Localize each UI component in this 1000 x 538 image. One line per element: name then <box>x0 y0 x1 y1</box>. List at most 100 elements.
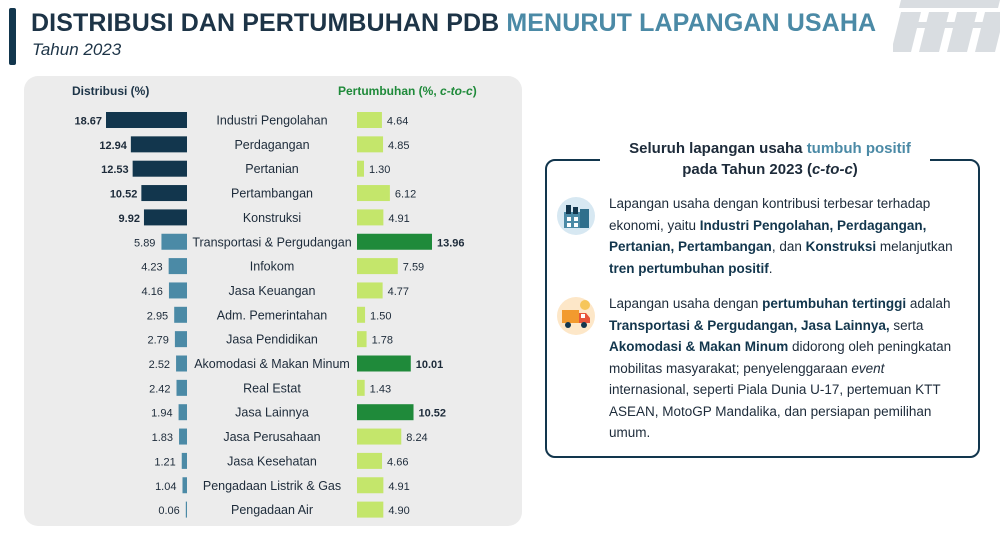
bar-growth-pengadaan-air <box>357 501 384 518</box>
label-distribution-pertambangan: 10.52 <box>110 189 138 201</box>
category-label-pertambangan: Pertambangan <box>231 187 313 201</box>
bar-growth-perdagangan <box>357 136 384 153</box>
legend-growth: Pertumbuhan (%, c-to-c) <box>338 84 477 98</box>
label-distribution-infokom: 4.23 <box>141 262 162 274</box>
label-distribution-transportasi-pergudangan: 5.89 <box>134 237 155 249</box>
category-label-akomodasi-makan-minum: Akomodasi & Makan Minum <box>194 357 350 371</box>
bar-distribution-infokom <box>168 258 187 275</box>
bar-distribution-jasa-keuangan <box>168 282 187 299</box>
label-distribution-jasa-keuangan: 4.16 <box>142 286 163 298</box>
bar-distribution-perdagangan <box>130 136 187 153</box>
bar-distribution-jasa-lainnya <box>178 404 187 421</box>
bar-distribution-adm-pemerintahan <box>174 306 187 323</box>
label-growth-jasa-lainnya: 10.52 <box>419 408 447 420</box>
info-paragraph-1: Lapangan usaha dengan kontribusi terbesa… <box>609 196 953 276</box>
bar-distribution-pengadaan-air <box>185 501 187 518</box>
bar-growth-industri-pengolahan <box>357 112 382 128</box>
label-distribution-industri-pengolahan: 18.67 <box>74 116 102 128</box>
label-distribution-pengadaan-air: 0.06 <box>158 505 179 517</box>
category-label-pengadaan-air: Pengadaan Air <box>231 503 313 517</box>
bar-distribution-akomodasi-makan-minum <box>176 355 187 372</box>
category-label-pertanian: Pertanian <box>245 162 299 176</box>
info-heading-background <box>600 140 930 180</box>
label-distribution-jasa-pendidikan: 2.79 <box>147 335 168 347</box>
label-growth-jasa-keuangan: 4.77 <box>388 286 409 298</box>
bar-growth-jasa-lainnya <box>357 404 414 421</box>
label-growth-infokom: 7.59 <box>403 262 424 274</box>
bar-distribution-real-estat <box>176 379 187 396</box>
label-distribution-jasa-lainnya: 1.94 <box>151 408 172 420</box>
bar-growth-adm-pemerintahan <box>357 306 366 323</box>
category-label-konstruksi: Konstruksi <box>243 211 301 225</box>
bar-growth-jasa-keuangan <box>357 282 383 299</box>
bar-distribution-jasa-perusahaan <box>179 428 187 445</box>
bar-distribution-pertambangan <box>141 185 187 202</box>
label-distribution-perdagangan: 12.94 <box>99 140 127 152</box>
category-label-perdagangan: Perdagangan <box>234 138 309 152</box>
label-growth-jasa-pendidikan: 1.78 <box>372 335 393 347</box>
category-label-pengadaan-listrik-gas: Pengadaan Listrik & Gas <box>203 479 341 493</box>
label-growth-pertanian: 1.30 <box>369 164 390 176</box>
label-distribution-jasa-kesehatan: 1.21 <box>154 456 175 468</box>
bar-distribution-pertanian <box>132 160 187 177</box>
category-label-transportasi-pergudangan: Transportasi & Pergudangan <box>192 235 351 249</box>
page-subtitle: Tahun 2023 <box>32 40 122 59</box>
bar-growth-jasa-perusahaan <box>357 428 402 445</box>
category-label-jasa-kesehatan: Jasa Kesehatan <box>227 454 317 468</box>
label-growth-adm-pemerintahan: 1.50 <box>370 310 391 322</box>
bar-growth-infokom <box>357 258 398 275</box>
label-growth-pengadaan-air: 4.90 <box>388 505 409 517</box>
label-distribution-adm-pemerintahan: 2.95 <box>147 310 168 322</box>
category-label-jasa-keuangan: Jasa Keuangan <box>229 284 316 298</box>
info-paragraph-2: Lapangan usaha dengan pertumbuhan tertin… <box>609 296 952 440</box>
info-heading-line1: Seluruh lapangan usaha tumbuh positif <box>629 140 911 157</box>
label-distribution-jasa-perusahaan: 1.83 <box>152 432 173 444</box>
label-growth-akomodasi-makan-minum: 10.01 <box>416 359 444 371</box>
bar-distribution-transportasi-pergudangan <box>161 233 187 250</box>
label-growth-jasa-perusahaan: 8.24 <box>406 432 427 444</box>
label-distribution-akomodasi-makan-minum: 2.52 <box>149 359 170 371</box>
bar-growth-real-estat <box>357 379 365 396</box>
label-growth-real-estat: 1.43 <box>370 383 391 395</box>
category-label-real-estat: Real Estat <box>243 381 301 395</box>
label-growth-konstruksi: 4.91 <box>388 213 409 225</box>
bar-growth-konstruksi <box>357 209 384 226</box>
label-distribution-pengadaan-listrik-gas: 1.04 <box>155 481 176 493</box>
label-growth-perdagangan: 4.85 <box>388 140 409 152</box>
page-title: DISTRIBUSI DAN PERTUMBUHAN PDB MENURUT L… <box>31 9 876 38</box>
label-growth-pertambangan: 6.12 <box>395 189 416 201</box>
label-growth-jasa-kesehatan: 4.66 <box>387 456 408 468</box>
page-title-accent: MENURUT LAPANGAN USAHA <box>506 9 877 37</box>
legend-distribution: Distribusi (%) <box>72 84 150 98</box>
bar-growth-jasa-kesehatan <box>357 452 383 469</box>
label-growth-industri-pengolahan: 4.64 <box>387 116 408 128</box>
info-heading-line2: pada Tahun 2023 (c-to-c) <box>682 161 858 178</box>
bar-growth-pertambangan <box>357 185 390 202</box>
delivery-truck-icon <box>557 297 595 335</box>
label-distribution-pertanian: 12.53 <box>101 164 129 176</box>
title-accent-bar <box>9 8 16 65</box>
category-label-adm-pemerintahan: Adm. Pemerintahan <box>217 308 328 322</box>
label-distribution-real-estat: 2.42 <box>149 383 170 395</box>
chart-panel <box>24 76 522 526</box>
page-title-main: DISTRIBUSI DAN PERTUMBUHAN PDB <box>31 9 500 37</box>
category-label-industri-pengolahan: Industri Pengolahan <box>216 114 327 128</box>
bar-distribution-pengadaan-listrik-gas <box>182 477 187 494</box>
logo-icon <box>893 0 1000 52</box>
category-label-jasa-pendidikan: Jasa Pendidikan <box>226 333 318 347</box>
label-growth-transportasi-pergudangan: 13.96 <box>437 237 465 249</box>
label-growth-pengadaan-listrik-gas: 4.91 <box>388 481 409 493</box>
bar-distribution-konstruksi <box>143 209 187 226</box>
bar-distribution-industri-pengolahan <box>106 112 187 128</box>
category-label-jasa-lainnya: Jasa Lainnya <box>235 406 309 420</box>
factory-icon <box>557 197 595 235</box>
bar-distribution-jasa-kesehatan <box>181 452 187 469</box>
category-label-infokom: Infokom <box>250 260 294 274</box>
bar-growth-transportasi-pergudangan <box>357 233 432 250</box>
bar-growth-pertanian <box>357 160 364 177</box>
info-heading: Seluruh lapangan usaha tumbuh positif pa… <box>560 138 980 180</box>
bar-distribution-jasa-pendidikan <box>174 331 187 348</box>
category-label-jasa-perusahaan: Jasa Perusahaan <box>223 430 320 444</box>
bar-growth-akomodasi-makan-minum <box>357 355 411 372</box>
